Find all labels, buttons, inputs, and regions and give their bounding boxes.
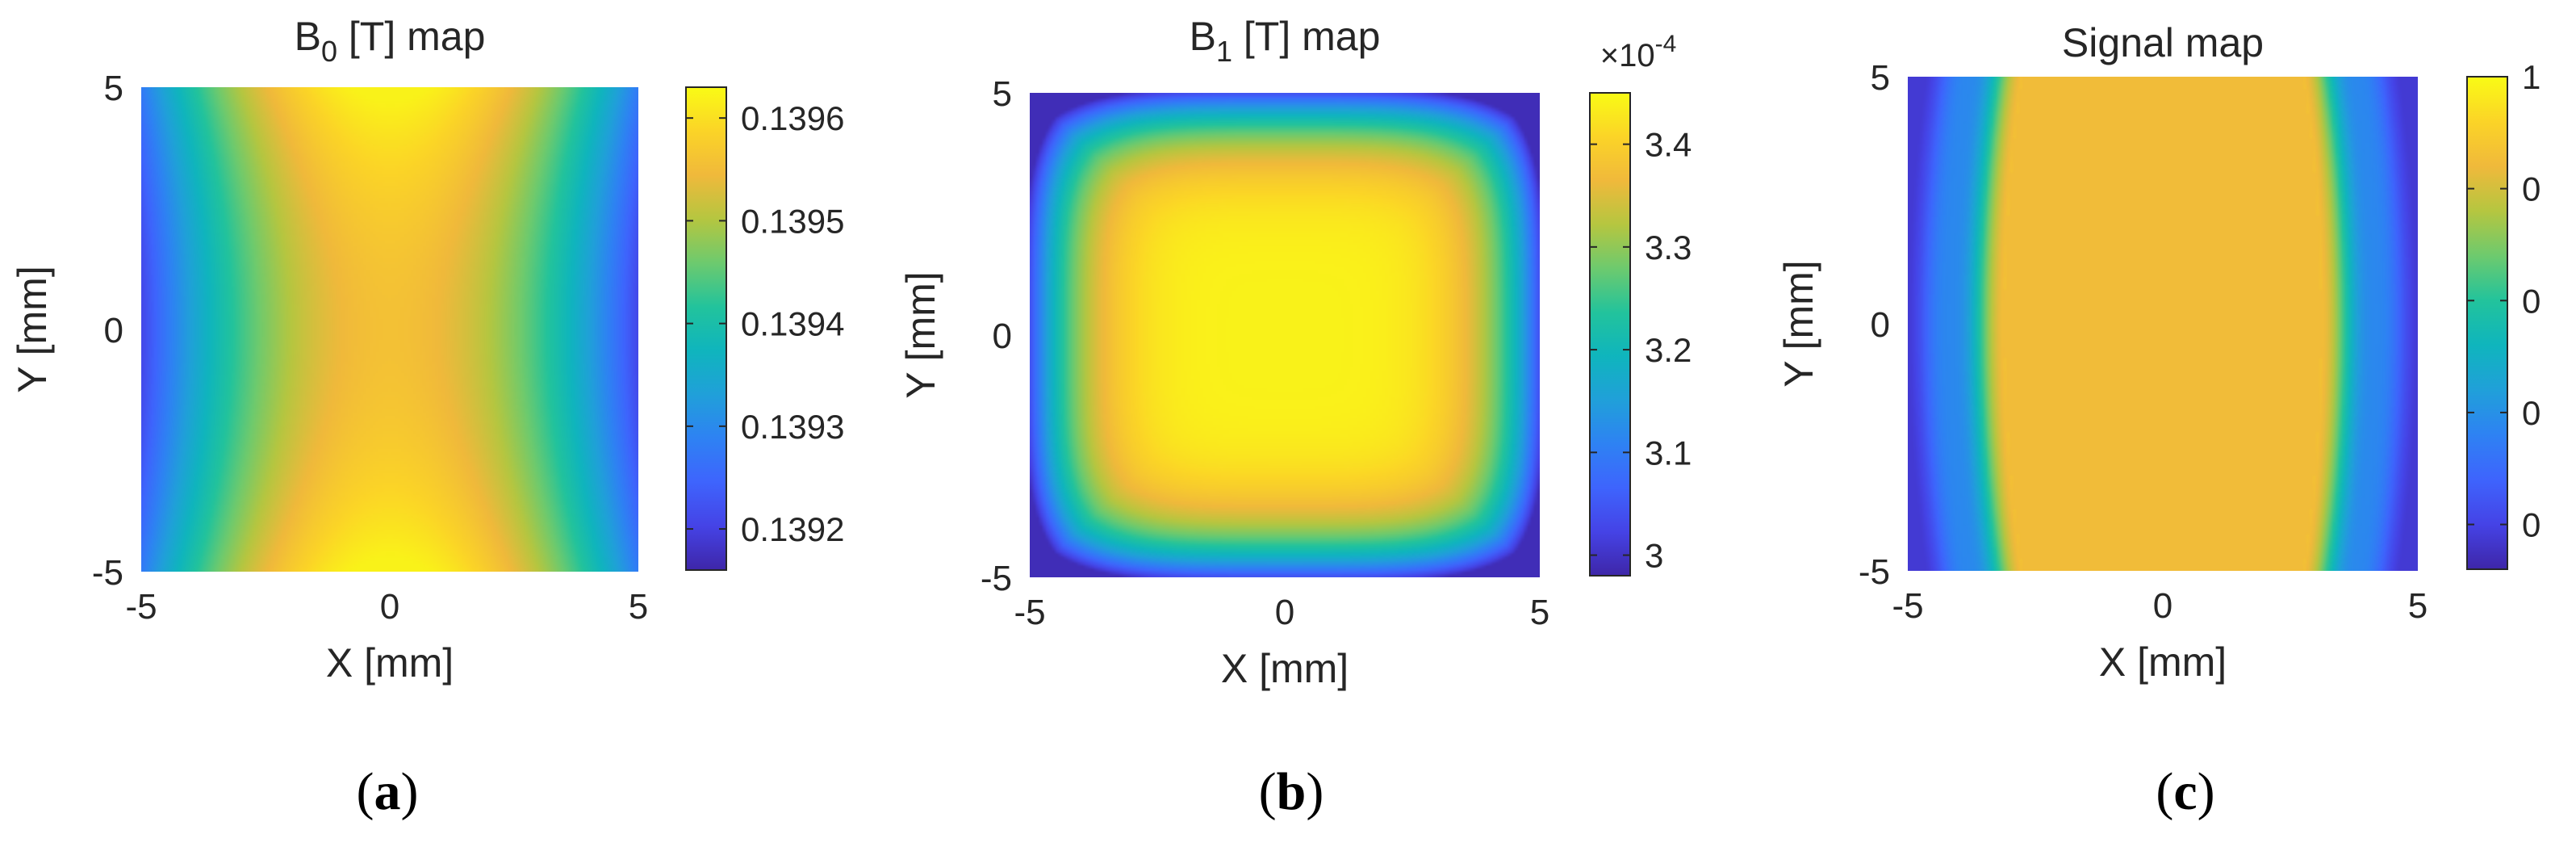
y-tick-label: 0	[993, 317, 1012, 356]
panel-b1: B1 [T] map -5 0 5 5 0 -5 X [mm] Y [mm] 3 3.1 3.2 3.3…	[898, 14, 1692, 691]
y-tick-label: 5	[104, 69, 123, 108]
x-axis-label: X [mm]	[2099, 639, 2227, 685]
colorbar-tick-label: 3	[1645, 537, 1663, 575]
panel-signal: Signal map -5 0 5 5 0 -5 X [mm] Y [mm] 0 0 0 0 1	[1776, 20, 2540, 685]
y-tick-label: -5	[92, 553, 123, 593]
heatmap-signal	[1908, 77, 2418, 571]
colorbar-tick-label: 3.3	[1645, 229, 1692, 266]
y-axis-label: Y [mm]	[898, 271, 943, 398]
colorbar-tick-label: 0	[2522, 170, 2540, 208]
x-tick-label: 0	[1275, 593, 1294, 632]
x-tick-label: -5	[125, 587, 157, 627]
heatmap-b0	[141, 87, 638, 572]
x-axis-label: X [mm]	[1221, 646, 1349, 691]
y-tick-label: 0	[1871, 305, 1890, 345]
y-tick-label: -5	[981, 559, 1012, 598]
colorbar	[2466, 76, 2508, 570]
colorbar-tick-label: 0.1393	[741, 408, 844, 446]
colorbar-tick-label: 0	[2522, 394, 2540, 432]
colorbar-tick-label: 1	[2522, 58, 2540, 96]
panel-label-a: (a)	[357, 762, 419, 821]
heatmap-b1	[1030, 93, 1540, 577]
colorbar-tick-label: 3.2	[1645, 331, 1692, 369]
y-tick-label: 5	[1871, 58, 1890, 98]
colorbar-tick-label: 0.1396	[741, 99, 844, 137]
colorbar-tick-label: 3.4	[1645, 126, 1692, 164]
colorbar-exponent: ×10-4	[1600, 31, 1677, 73]
chart-title-b0: B0 [T] map	[295, 14, 486, 68]
colorbar-tick-label: 0	[2522, 506, 2540, 544]
chart-title-signal: Signal map	[2062, 20, 2264, 65]
y-tick-label: 0	[104, 311, 123, 350]
colorbar-tick-label: 3.1	[1645, 434, 1692, 472]
panel-label-c: (c)	[2156, 762, 2214, 821]
y-tick-label: 5	[993, 74, 1012, 114]
x-tick-label: 0	[380, 587, 399, 627]
x-tick-label: -5	[1892, 586, 1923, 626]
colorbar	[685, 86, 727, 571]
y-tick-label: -5	[1859, 552, 1890, 592]
chart-title-b1: B1 [T] map	[1190, 14, 1381, 68]
x-tick-label: 0	[2153, 586, 2172, 626]
colorbar-tick-label: 0.1395	[741, 202, 844, 240]
y-axis-label: Y [mm]	[1776, 260, 1821, 387]
colorbar	[1589, 92, 1631, 577]
x-tick-label: 5	[1530, 593, 1549, 632]
colorbar-tick-label: 0.1392	[741, 510, 844, 548]
x-tick-label: 5	[629, 587, 648, 627]
y-axis-label: Y [mm]	[10, 266, 55, 392]
panel-label-b: (b)	[1259, 762, 1324, 821]
x-axis-label: X [mm]	[326, 640, 454, 686]
x-tick-label: -5	[1014, 593, 1045, 632]
x-tick-label: 5	[2408, 586, 2428, 626]
panel-b0: B0 [T] map -5 0 5 5 0 -5 X [mm] Y [mm] 0.1392 0.13…	[10, 14, 844, 686]
colorbar-tick-label: 0.1394	[741, 305, 844, 343]
colorbar-tick-label: 0	[2522, 282, 2540, 320]
